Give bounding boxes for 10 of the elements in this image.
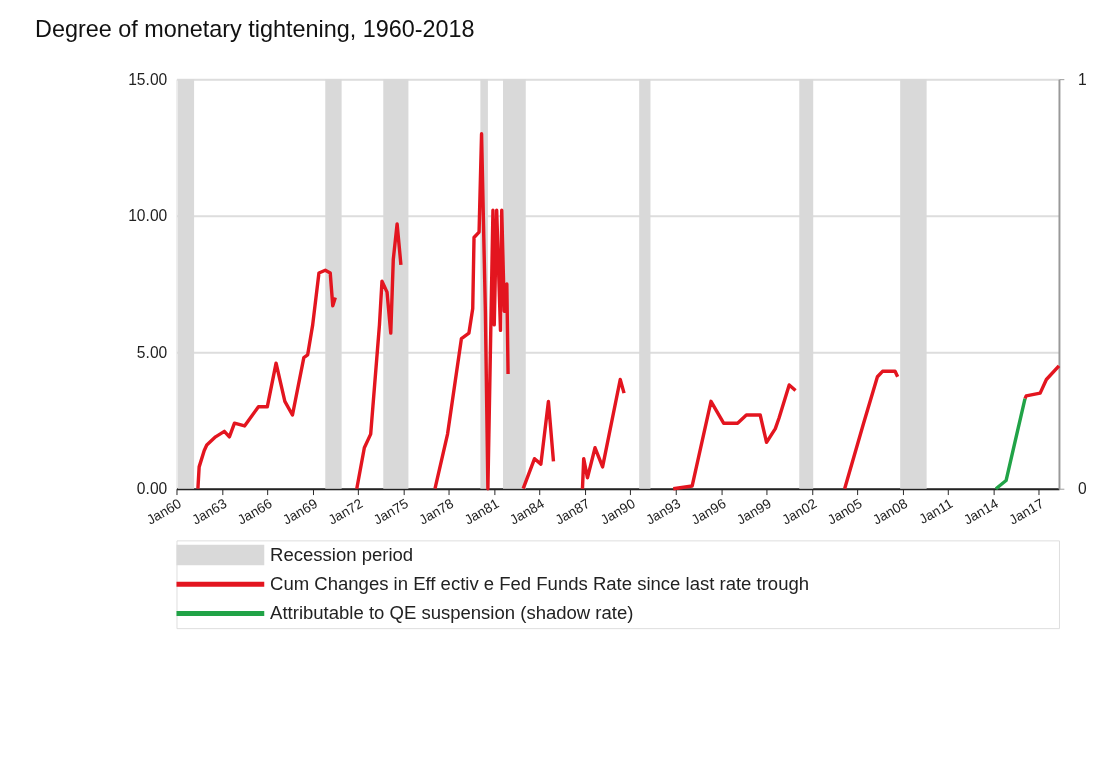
y-tick-label: 15.00 <box>128 70 168 88</box>
chart-title: Degree of monetary tightening, 1960-2018 <box>35 16 475 43</box>
legend-label: Cum Changes in Eff ectiv e Fed Funds Rate since last rate trough <box>270 573 810 595</box>
y-tick-label: 10.00 <box>128 207 168 225</box>
y2-tick-label: 0 <box>1077 480 1087 498</box>
y-tick-label: 5.00 <box>136 343 168 361</box>
y2-tick-label: 1 <box>1077 70 1087 88</box>
y-tick-label: 0.00 <box>136 480 168 498</box>
legend-label: Attributable to QE suspension (shadow rate) <box>270 602 634 624</box>
legend-label: Recession period <box>270 543 414 565</box>
